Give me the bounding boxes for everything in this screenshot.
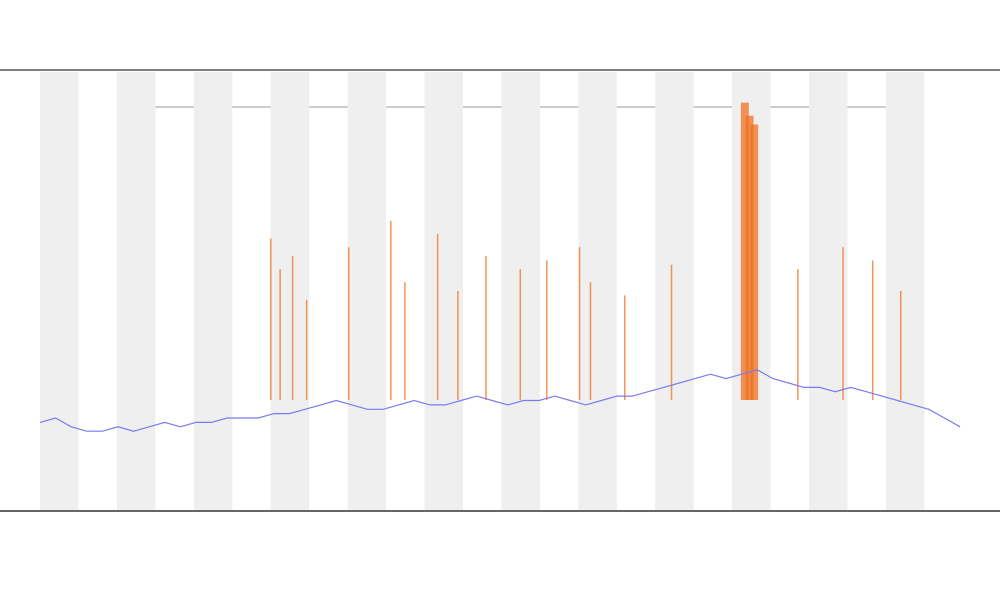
band: [885, 72, 925, 510]
band: [809, 72, 848, 510]
band: [578, 72, 617, 510]
band: [424, 72, 463, 510]
band: [40, 72, 79, 510]
band: [655, 72, 694, 510]
bands: [40, 72, 925, 510]
band: [270, 72, 310, 510]
band: [193, 72, 233, 510]
band: [347, 72, 387, 510]
band: [116, 72, 156, 510]
series-line: [39, 369, 961, 432]
